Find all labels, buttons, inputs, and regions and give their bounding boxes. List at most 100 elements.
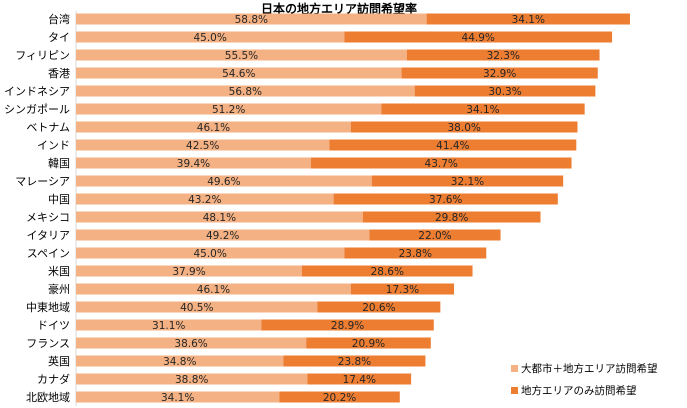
data-label-metro-plus-regional: 49.2% — [206, 230, 239, 242]
data-label-metro-plus-regional: 34.1% — [161, 392, 194, 404]
bar-segment-metro-plus-regional — [76, 193, 334, 205]
data-label-regional-only: 20.6% — [362, 302, 395, 314]
data-label-regional-only: 28.9% — [331, 320, 364, 332]
data-label-metro-plus-regional: 49.6% — [207, 176, 240, 188]
data-label-regional-only: 38.0% — [448, 122, 481, 134]
data-label-metro-plus-regional: 38.8% — [175, 374, 208, 386]
category-label: フランス — [26, 337, 70, 350]
data-label-regional-only: 20.9% — [352, 338, 385, 350]
legend-label: 大都市＋地方エリア訪問希望 — [521, 362, 658, 375]
bar-segment-regional-only — [350, 121, 578, 133]
bar-segment-regional-only — [283, 355, 426, 367]
bar-segment-regional-only — [406, 49, 600, 61]
data-label-regional-only: 37.6% — [429, 194, 462, 206]
bar-segment-metro-plus-regional — [76, 373, 308, 385]
bar-segment-metro-plus-regional — [76, 139, 330, 151]
category-label: スペイン — [27, 247, 70, 260]
data-label-regional-only: 17.3% — [386, 284, 419, 296]
legend-swatch — [511, 387, 518, 394]
category-label: 中国 — [48, 193, 70, 206]
data-label-metro-plus-regional: 46.1% — [197, 284, 230, 296]
bar-segment-regional-only — [350, 283, 455, 295]
category-label: ベトナム — [26, 121, 70, 134]
data-label-regional-only: 32.3% — [487, 50, 520, 62]
data-label-regional-only: 44.9% — [462, 32, 495, 44]
data-label-metro-plus-regional: 39.4% — [177, 158, 210, 170]
bar-segment-regional-only — [344, 247, 487, 259]
data-label-regional-only: 32.9% — [483, 68, 516, 80]
data-label-regional-only: 22.0% — [418, 230, 451, 242]
bar-segment-regional-only — [333, 193, 558, 205]
data-label-metro-plus-regional: 37.9% — [172, 266, 205, 278]
data-label-metro-plus-regional: 34.8% — [163, 356, 196, 368]
data-label-regional-only: 41.4% — [436, 140, 469, 152]
category-label: インドネシア — [4, 85, 70, 98]
bar-segment-metro-plus-regional — [76, 211, 363, 223]
bars-layer: 台湾 58.8% 34.1% タイ 45.0% 44.9% フィリピン 55.5% 32.3% 香… — [4, 12, 630, 404]
legend-label: 地方エリアのみ訪問希望 — [521, 384, 637, 397]
category-label: インド — [37, 139, 70, 152]
bar-segment-regional-only — [381, 103, 585, 115]
bar-segment-regional-only — [310, 157, 572, 169]
bar-segment-regional-only — [279, 391, 400, 403]
data-label-metro-plus-regional: 54.6% — [222, 68, 255, 80]
bar-segment-regional-only — [401, 67, 598, 79]
data-label-metro-plus-regional: 46.1% — [197, 122, 230, 134]
data-label-metro-plus-regional: 40.5% — [180, 302, 213, 314]
bar-segment-metro-plus-regional — [76, 175, 372, 187]
data-label-metro-plus-regional: 58.8% — [235, 14, 268, 26]
category-label: メキシコ — [26, 211, 70, 224]
bar-segment-metro-plus-regional — [76, 49, 407, 61]
bar-segment-regional-only — [371, 175, 564, 187]
bar-segment-regional-only — [362, 211, 541, 223]
data-label-metro-plus-regional: 45.0% — [193, 248, 226, 260]
legend-swatch — [511, 365, 518, 372]
bar-segment-metro-plus-regional — [76, 31, 345, 43]
category-label: 台湾 — [48, 12, 70, 26]
bar-segment-regional-only — [301, 265, 473, 277]
bar-segment-regional-only — [306, 337, 431, 349]
bar-segment-regional-only — [414, 85, 596, 97]
category-label: タイ — [48, 31, 70, 44]
category-label: シンガポール — [4, 103, 70, 116]
data-label-regional-only: 32.1% — [451, 176, 484, 188]
data-label-metro-plus-regional: 43.2% — [188, 194, 221, 206]
data-label-metro-plus-regional: 42.5% — [186, 140, 219, 152]
bar-segment-regional-only — [369, 229, 501, 241]
category-label: カナダ — [37, 372, 70, 386]
category-label: 英国 — [48, 354, 70, 368]
data-label-regional-only: 34.1% — [466, 104, 499, 116]
data-label-regional-only: 43.7% — [425, 158, 458, 170]
chart-title: 日本の地方エリア訪問希望率 — [261, 1, 417, 16]
bar-segment-regional-only — [307, 373, 412, 385]
bar-segment-metro-plus-regional — [76, 229, 370, 241]
bar-segment-metro-plus-regional — [76, 319, 262, 331]
category-label: イタリア — [26, 229, 70, 242]
bar-segment-metro-plus-regional — [76, 13, 427, 25]
category-label: ドイツ — [37, 319, 70, 332]
bar-segment-metro-plus-regional — [76, 85, 415, 97]
bar-segment-metro-plus-regional — [76, 283, 351, 295]
category-label: 韓国 — [48, 157, 70, 170]
data-label-regional-only: 29.8% — [435, 212, 468, 224]
category-label: 米国 — [48, 265, 70, 278]
data-label-metro-plus-regional: 45.0% — [193, 32, 226, 44]
data-label-metro-plus-regional: 51.2% — [212, 104, 245, 116]
data-label-regional-only: 20.2% — [323, 392, 356, 404]
bar-segment-metro-plus-regional — [76, 103, 382, 115]
bar-segment-metro-plus-regional — [76, 337, 307, 349]
bar-segment-regional-only — [329, 139, 577, 151]
data-label-regional-only: 34.1% — [512, 14, 545, 26]
category-label: 豪州 — [48, 282, 70, 296]
category-label: フィリピン — [15, 49, 70, 62]
data-label-regional-only: 28.6% — [371, 266, 404, 278]
bar-segment-metro-plus-regional — [76, 355, 284, 367]
data-label-regional-only: 23.8% — [399, 248, 432, 260]
data-label-regional-only: 23.8% — [338, 356, 371, 368]
data-label-regional-only: 17.4% — [343, 374, 376, 386]
bar-segment-metro-plus-regional — [76, 157, 311, 169]
category-label: マレーシア — [15, 175, 70, 188]
bar-segment-regional-only — [426, 13, 630, 25]
data-label-metro-plus-regional: 38.6% — [174, 338, 207, 350]
